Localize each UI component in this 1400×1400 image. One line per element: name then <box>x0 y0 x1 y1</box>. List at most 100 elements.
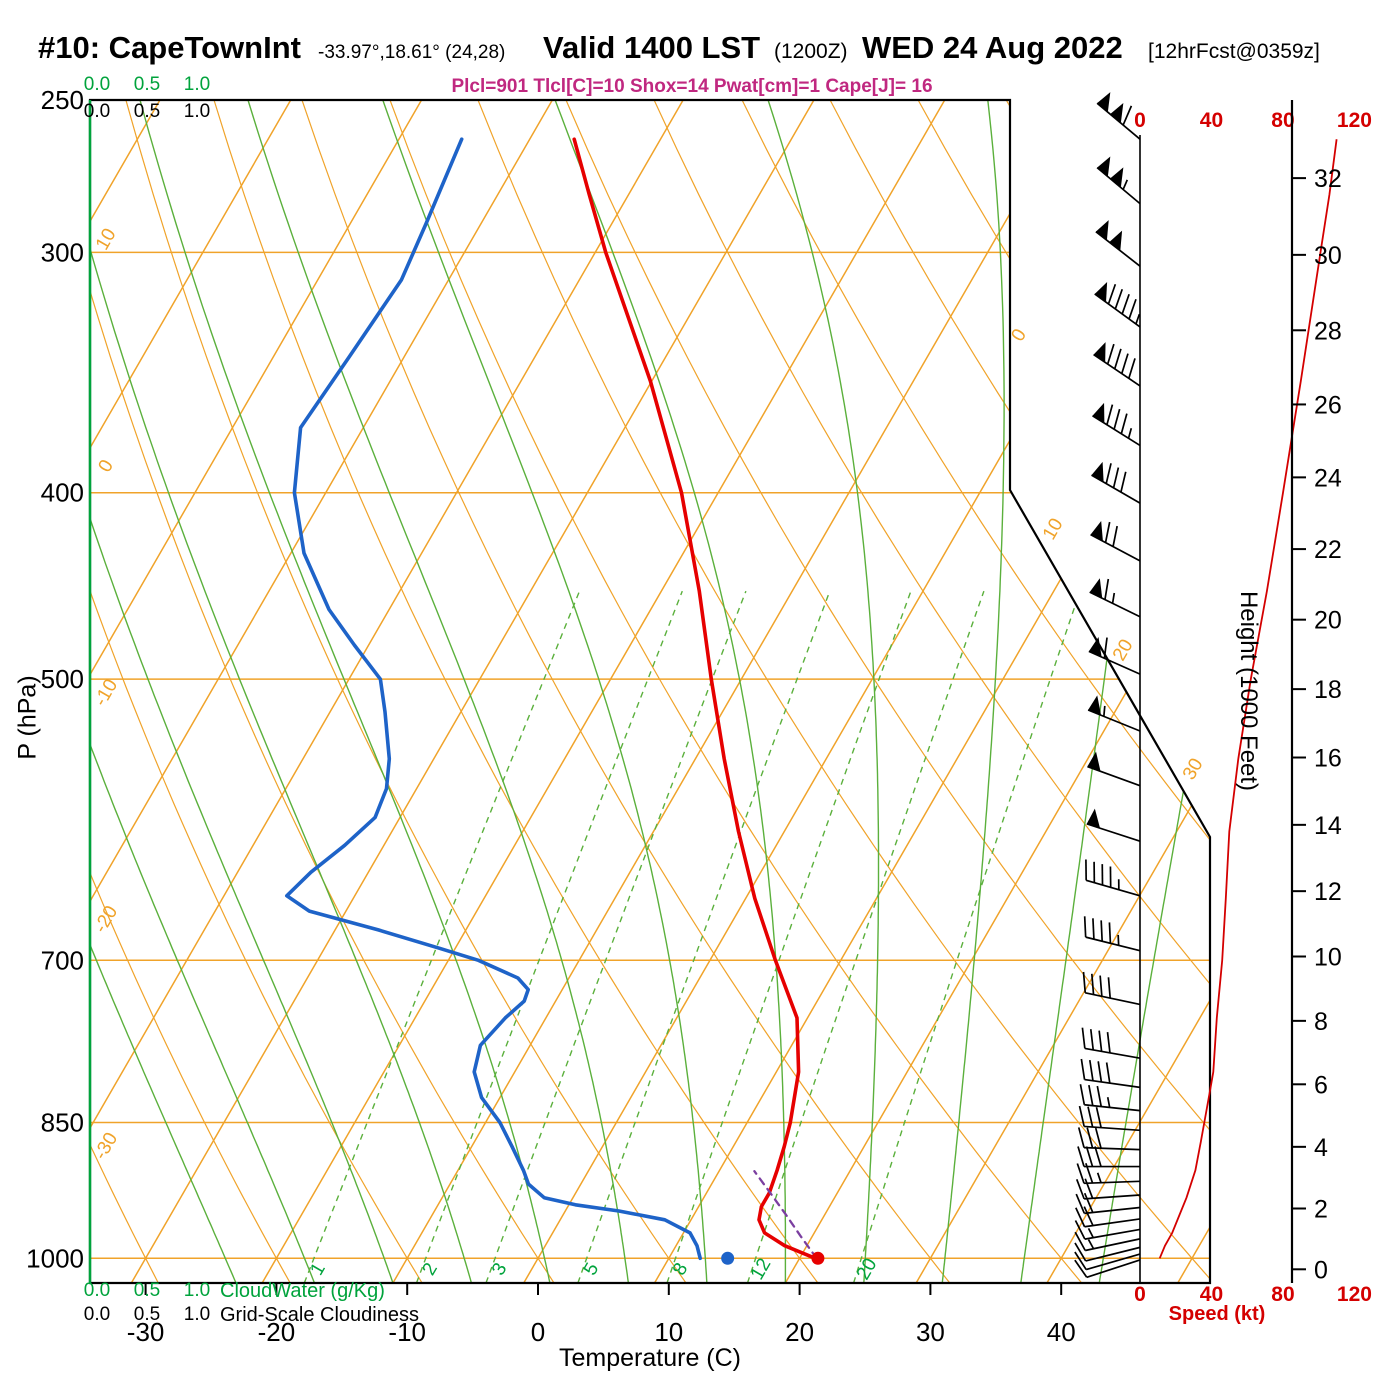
surface-dewpoint-dot <box>721 1251 735 1265</box>
mixing-ratio-line <box>577 590 831 1283</box>
temperature-tick-label: 40 <box>1047 1317 1076 1347</box>
pressure-tick-label: 400 <box>41 478 84 508</box>
wind-barb-flag <box>1093 342 1106 363</box>
wind-barb-staff <box>1084 1206 1141 1215</box>
wind-barbs <box>1074 92 1141 1279</box>
height-tick-label: 14 <box>1314 812 1342 840</box>
wind-barb-full <box>1098 1030 1103 1052</box>
speed-tick-label-bottom: 0 <box>1134 1283 1146 1306</box>
wind-barb-full <box>1085 1162 1094 1184</box>
wind-barb-staff <box>1093 353 1141 387</box>
wind-barb-flag <box>1110 103 1124 124</box>
moist-adiabat <box>90 100 316 1283</box>
speed-tick-label-top: 40 <box>1200 109 1223 132</box>
wind-barb-full <box>1077 1127 1085 1148</box>
wind-barb-staff <box>1084 1125 1141 1132</box>
wind-barb-flag <box>1097 92 1111 113</box>
wind-barb-staff <box>1085 1253 1141 1271</box>
wind-barb-full <box>1104 578 1110 600</box>
wind-barb-full <box>1092 918 1095 940</box>
mixing-ratio-label: 1 <box>306 1259 329 1279</box>
height-tick-label: 8 <box>1314 1008 1328 1036</box>
wind-barb-full <box>1094 1146 1102 1167</box>
moist-adiabat <box>941 100 1005 1283</box>
mixing-ratio-line <box>746 590 985 1283</box>
wind-barb-full <box>1127 358 1136 379</box>
wind-barb-half <box>1087 1239 1095 1250</box>
isotherm-line <box>90 100 292 1283</box>
speed-tick-label-top: 120 <box>1337 109 1372 132</box>
wind-barb-full <box>1112 467 1120 489</box>
cloudiness-scale-top: 0.5 <box>134 101 160 122</box>
wind-barb-staff <box>1084 1218 1141 1228</box>
dry-adiabat <box>125 100 687 1283</box>
wind-barb-full <box>1105 463 1112 484</box>
height-axis-label: Height (1000 Feet) <box>1235 590 1262 792</box>
height-tick-label: 18 <box>1314 676 1342 704</box>
moist-adiabat <box>1098 100 1210 1283</box>
wind-barb-full <box>1074 1231 1086 1251</box>
cloudwater-scale-top: 0.5 <box>134 74 160 95</box>
speed-tick-label-top: 80 <box>1271 109 1294 132</box>
wind-barb-full <box>1074 1259 1088 1278</box>
wind-barb-full <box>1106 343 1115 365</box>
height-tick-label: 30 <box>1314 242 1342 270</box>
dry-adiabat <box>90 100 159 1283</box>
height-tick-label: 10 <box>1314 943 1342 971</box>
dry-adiabat <box>301 100 951 1283</box>
dry-adiabat <box>90 100 423 1283</box>
temperature-tick-label: -10 <box>388 1317 426 1347</box>
wind-barb-full <box>1104 521 1111 543</box>
dry-adiabat <box>213 100 819 1283</box>
wind-barb-staff <box>1084 1078 1141 1089</box>
isotherm-label-left: -10 <box>90 676 122 710</box>
wind-barb-half <box>1087 1227 1094 1239</box>
height-tick-label: 22 <box>1314 536 1342 564</box>
height-tick-label: 16 <box>1314 745 1342 773</box>
wind-barb-full <box>1079 1084 1086 1105</box>
wind-barb-full <box>1074 1220 1086 1240</box>
wind-barb-flag <box>1094 281 1108 303</box>
wind-barb-full <box>1088 1059 1094 1081</box>
isotherm-line <box>523 100 1207 1283</box>
parcel-path <box>753 1170 818 1260</box>
valid-time: Valid 1400 LST <box>543 30 761 65</box>
mixing-ratio-label: 20 <box>853 1255 882 1284</box>
cloudiness-scale-top: 0.0 <box>84 101 110 122</box>
wind-barb-full <box>1078 1105 1085 1127</box>
wind-barb-full <box>1122 105 1133 126</box>
cloudwater-scale-top: 1.0 <box>184 74 210 95</box>
wind-barb-full <box>1090 973 1095 995</box>
speed-tick-label-bottom: 120 <box>1337 1283 1372 1306</box>
wind-barb-flag <box>1109 230 1123 251</box>
isotherm-label-left: -20 <box>90 902 122 936</box>
height-tick-label: 20 <box>1314 607 1342 635</box>
moist-adiabat <box>247 100 630 1283</box>
wind-barb-full <box>1080 1058 1086 1080</box>
wind-barb-full <box>1082 971 1087 993</box>
isotherm-line <box>130 100 815 1283</box>
wind-barb-full <box>1108 922 1112 944</box>
wind-barb-flag <box>1089 578 1103 599</box>
height-tick-label: 2 <box>1314 1195 1328 1223</box>
wind-barb-half <box>1127 427 1133 439</box>
wind-barb-full <box>1085 1146 1094 1167</box>
wind-barb-flag <box>1091 461 1104 483</box>
wind-barb-full <box>1077 1146 1085 1167</box>
wind-barb-flag <box>1092 402 1105 424</box>
moist-adiabat <box>90 100 473 1283</box>
wind-barb-full <box>1121 293 1130 315</box>
cloudwater-axis-label: CloudWater (g/Kg) <box>220 1280 385 1302</box>
isotherm-label-left: 10 <box>92 225 121 254</box>
temperature-tick-label: 0 <box>531 1317 545 1347</box>
wind-barb-flag <box>1087 751 1101 772</box>
wind-barb-staff <box>1085 879 1141 897</box>
temperature-profile <box>572 137 818 1261</box>
speed-tick-label-bottom: 40 <box>1200 1283 1223 1306</box>
moist-adiabat <box>90 100 237 1283</box>
wind-barb-full <box>1096 1085 1103 1107</box>
moist-adiabat <box>382 100 708 1283</box>
wind-barb-full <box>1120 471 1127 493</box>
wind-barb-full <box>1094 1127 1102 1149</box>
